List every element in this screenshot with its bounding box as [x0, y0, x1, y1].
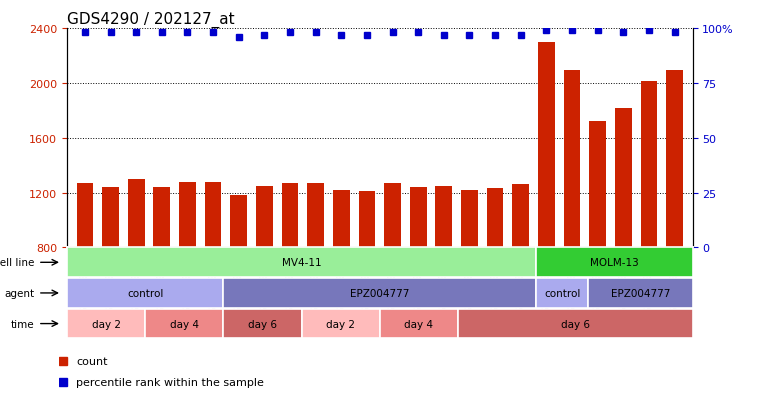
Bar [410, 188, 426, 248]
Bar [256, 186, 272, 248]
Text: control: control [127, 288, 164, 298]
Bar [179, 182, 196, 248]
Bar [128, 179, 145, 248]
Bar [487, 189, 504, 248]
Bar [589, 122, 606, 248]
Bar [231, 196, 247, 248]
Text: count: count [76, 356, 108, 366]
Text: day 2: day 2 [91, 319, 120, 329]
Bar [333, 190, 349, 248]
Bar [435, 186, 452, 248]
Text: day 4: day 4 [404, 319, 433, 329]
Bar [384, 183, 401, 248]
Bar [77, 183, 94, 248]
Bar [461, 190, 478, 248]
Text: agent: agent [5, 288, 35, 298]
Text: day 2: day 2 [326, 319, 355, 329]
Text: EPZ004777: EPZ004777 [350, 288, 409, 298]
Bar [615, 108, 632, 248]
Text: day 4: day 4 [170, 319, 199, 329]
Text: cell line: cell line [0, 258, 35, 268]
Text: EPZ004777: EPZ004777 [610, 288, 670, 298]
Text: MOLM-13: MOLM-13 [590, 258, 638, 268]
Text: GDS4290 / 202127_at: GDS4290 / 202127_at [67, 12, 234, 28]
Text: day 6: day 6 [248, 319, 277, 329]
Text: percentile rank within the sample: percentile rank within the sample [76, 377, 264, 387]
Text: control: control [544, 288, 581, 298]
Bar [102, 188, 119, 248]
Bar [564, 71, 581, 248]
Bar [512, 185, 529, 248]
Bar [282, 183, 298, 248]
Bar [538, 43, 555, 248]
Text: day 6: day 6 [561, 319, 590, 329]
Bar [358, 192, 375, 248]
Bar [307, 183, 324, 248]
Text: MV4-11: MV4-11 [282, 258, 321, 268]
Bar [154, 188, 170, 248]
Text: time: time [11, 319, 35, 329]
Bar [205, 182, 221, 248]
Bar [666, 71, 683, 248]
Bar [641, 82, 658, 248]
